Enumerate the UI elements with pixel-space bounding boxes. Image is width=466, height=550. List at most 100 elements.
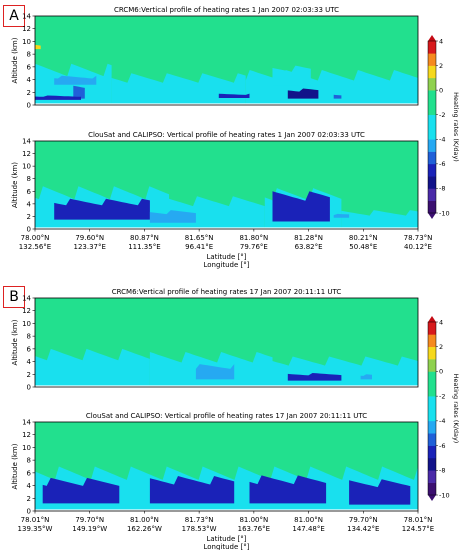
colorbar-bin <box>428 322 436 335</box>
x-tick-label: 147.48°E <box>292 525 324 533</box>
x-tick-label: 80.87°N <box>130 234 159 242</box>
x-axis-label: Latitude [°] <box>207 253 247 261</box>
y-tick-label: 2 <box>27 213 31 221</box>
x-tick-label: 78.01°N <box>404 516 433 524</box>
surface-strip <box>35 227 418 229</box>
colorbar-label: Heating rates (K/day) <box>452 92 460 162</box>
colorbar-bin <box>428 176 436 189</box>
chart-panel-1: CRCM6:Vertical profile of heating rates … <box>11 6 419 110</box>
chart-panel-4: ClouSat and CALIPSO: Vertical profile of… <box>11 412 434 550</box>
colorbar-bin <box>428 41 436 54</box>
colorbar-label: Heating rates (K/day) <box>452 374 460 444</box>
heating-feature <box>333 213 350 218</box>
x-tick-label: 50.48°E <box>349 243 377 251</box>
x-tick-label: 96.41°E <box>185 243 213 251</box>
x-tick-label: 139.35°W <box>18 525 53 533</box>
plot-frame <box>34 421 419 512</box>
heating-feature <box>42 477 120 504</box>
x-tick-label: 163.76°E <box>238 525 270 533</box>
heating-feature <box>54 75 97 85</box>
heating-feature <box>349 479 411 505</box>
x-tick-label: 78.73°N <box>404 234 433 242</box>
colorbar-extend-low <box>428 495 436 501</box>
y-tick-label: 12 <box>22 25 31 33</box>
colorbar-2: -10 -8 -6 -4 -2 0 2 4 Heating rates (K/day) <box>427 316 460 501</box>
y-tick-label: 2 <box>27 495 31 503</box>
x-tick-label: 81.28°N <box>294 234 323 242</box>
x-tick-label: 78.01°N <box>21 516 50 524</box>
x-tick-label: 79.60°N <box>75 234 104 242</box>
y-tick-label: 8 <box>27 457 31 465</box>
x-tick-label: 81.00°N <box>130 516 159 524</box>
colorbar-bin <box>428 200 436 214</box>
y-tick-label: 8 <box>27 333 31 341</box>
colorbar-tick-label: 0 <box>439 368 443 376</box>
y-tick-label: 14 <box>22 419 31 427</box>
x-axis-label: Latitude [°] <box>207 535 247 543</box>
y-tick-label: 4 <box>27 200 32 208</box>
colorbar-extend-high <box>428 35 436 41</box>
heating-feature <box>287 88 319 99</box>
y-axis-label: Altitude (km) <box>11 37 19 83</box>
colorbar-tick-label: -2 <box>439 111 445 119</box>
surface-strip <box>35 385 418 387</box>
colorbar-frame <box>427 40 437 214</box>
y-axis-label: Altitude (km) <box>11 319 19 365</box>
heating-feature <box>272 65 311 86</box>
colorbar-tick-label: -8 <box>439 467 445 475</box>
colorbar-bin <box>428 383 436 397</box>
colorbar-bin <box>428 457 436 471</box>
x-tick-label: 78.00°N <box>21 234 50 242</box>
x-axis-label: Longitude [°] <box>203 543 249 550</box>
heating-feature <box>272 191 330 222</box>
colorbar-bin <box>428 127 436 140</box>
colorbar-bin <box>428 114 436 128</box>
y-tick-label: 8 <box>27 51 31 59</box>
y-tick-label: 2 <box>27 371 31 379</box>
colorbar-bin <box>428 396 436 409</box>
colorbar-bin <box>428 163 436 177</box>
y-tick-label: 0 <box>27 226 31 234</box>
colorbar-tick-label: -10 <box>439 491 450 499</box>
x-axis-label: Longitude [°] <box>203 261 249 269</box>
colorbar-bin <box>428 65 436 79</box>
heating-feature <box>360 374 372 380</box>
y-tick-label: 12 <box>22 150 31 158</box>
colorbar-bin <box>428 334 436 348</box>
y-tick-label: 6 <box>27 469 32 477</box>
y-tick-label: 12 <box>22 307 31 315</box>
panel-label-b: B <box>3 286 25 308</box>
colorbar-bin <box>428 470 436 483</box>
colorbar-bin <box>428 420 436 434</box>
colorbar-bin <box>428 371 436 385</box>
y-tick-label: 14 <box>22 13 31 21</box>
heating-feature <box>287 373 342 381</box>
colorbar-tick-label: 0 <box>439 86 443 94</box>
x-tick-label: 123.37°E <box>74 243 106 251</box>
colorbar-bin <box>428 346 436 360</box>
heating-feature <box>73 85 85 99</box>
chart-panel-2: ClouSat and CALIPSO: Vertical profile of… <box>11 131 432 269</box>
x-tick-label: 111.35°E <box>128 243 160 251</box>
colorbar-bin <box>428 359 436 372</box>
colorbar-bin <box>428 408 436 422</box>
colorbar-bin <box>428 90 436 103</box>
y-tick-label: 12 <box>22 431 31 439</box>
heating-feature <box>35 44 41 50</box>
heating-feature <box>341 210 418 228</box>
y-tick-label: 10 <box>22 38 31 46</box>
chart-title: CRCM6:Vertical profile of heating rates … <box>112 288 342 296</box>
colorbar-bin <box>428 151 436 165</box>
colorbar-tick-label: -6 <box>439 160 445 168</box>
colorbar-1: -10 -8 -6 -4 -2 0 2 4 Heating rates (K/day) <box>427 35 460 219</box>
y-tick-label: 4 <box>27 76 32 84</box>
colorbar-frame <box>427 321 437 496</box>
chart-panel-3: CRCM6:Vertical profile of heating rates … <box>11 288 419 392</box>
x-tick-label: 79.76°E <box>240 243 268 251</box>
colorbar-tick-label: 4 <box>439 318 443 326</box>
colorbar-tick-label: -6 <box>439 442 445 450</box>
heating-feature <box>111 73 246 104</box>
x-tick-label: 81.65°N <box>185 234 214 242</box>
colorbar-tick-label: 2 <box>439 62 443 70</box>
x-tick-label: 79.70°N <box>349 516 378 524</box>
